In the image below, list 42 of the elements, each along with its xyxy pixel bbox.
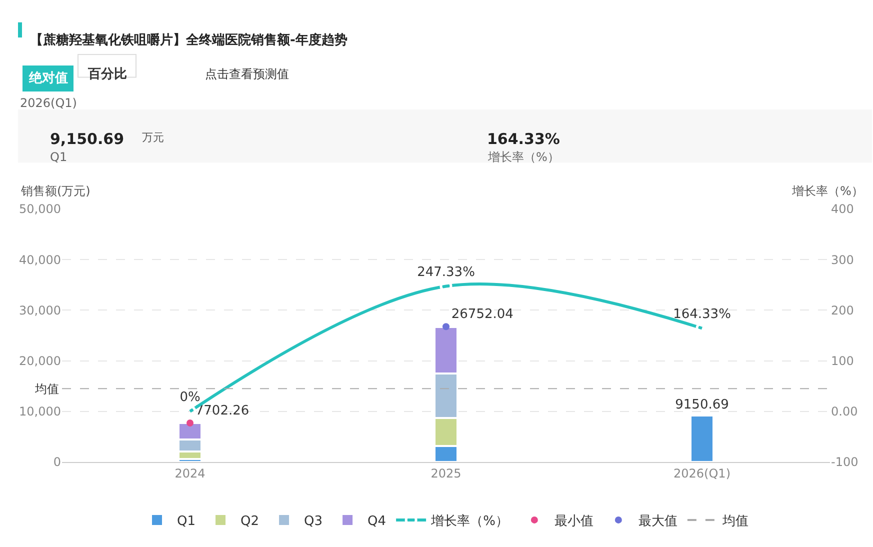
- legend-label: Q4: [368, 514, 386, 530]
- y2-tick-label: 400: [831, 202, 854, 216]
- legend-label: Q1: [177, 514, 196, 530]
- y-tick-label: 0: [53, 455, 61, 470]
- x-tick-label: 2024: [174, 466, 206, 480]
- data-label: 9150.69: [675, 398, 729, 413]
- x-tick-label: 2025: [430, 466, 462, 480]
- text: 9,150.69: [50, 130, 124, 148]
- y2-tick-label: 0.00: [831, 404, 858, 419]
- y2-tick-label: -100: [831, 455, 858, 470]
- text: 增长率（%）: [487, 150, 560, 164]
- text: 万元: [142, 131, 164, 144]
- text: 2026(Q1): [20, 96, 77, 110]
- y2-axis-title: 增长率（%）: [791, 184, 864, 198]
- data-label: 164.33%: [673, 306, 731, 322]
- data-label: 0%: [180, 390, 200, 405]
- data-label: 247.33%: [417, 264, 475, 280]
- x-tick-label: 2026(Q1): [674, 466, 730, 480]
- text: 均值: [722, 514, 748, 530]
- legend-label: Q3: [304, 514, 323, 530]
- legend-label: 增长率（%）: [430, 513, 508, 530]
- text: 百分比: [87, 67, 127, 82]
- y-tick-label: 10,000: [19, 404, 61, 419]
- legend-label: 最大值: [638, 514, 678, 530]
- legend-label: Q2: [240, 514, 260, 530]
- y2-tick-label: 300: [831, 252, 854, 267]
- data-label: 7702.26: [195, 403, 250, 418]
- text: Q1: [50, 150, 68, 164]
- text: 点击查看预测值: [205, 67, 289, 81]
- y2-tick-label: 100: [831, 354, 854, 368]
- text: 绝对值: [28, 71, 68, 86]
- y-tick-label: 20,000: [19, 354, 61, 368]
- y-tick-label: 40,000: [19, 252, 61, 267]
- y-axis-title: 销售额(万元): [20, 184, 90, 198]
- text: 【蔗糖羟基氧化铁咀嚼片】全终端医院销售额-年度趋势: [30, 32, 348, 48]
- text: 164.33%: [487, 130, 560, 148]
- y-tick-label: 50,000: [19, 202, 61, 216]
- data-label: 26752.04: [451, 307, 514, 322]
- legend-label: 最小值: [554, 514, 594, 530]
- y-tick-label: 30,000: [19, 303, 61, 318]
- ref-line-label: 均值: [34, 382, 59, 396]
- y2-tick-label: 200: [831, 303, 854, 318]
